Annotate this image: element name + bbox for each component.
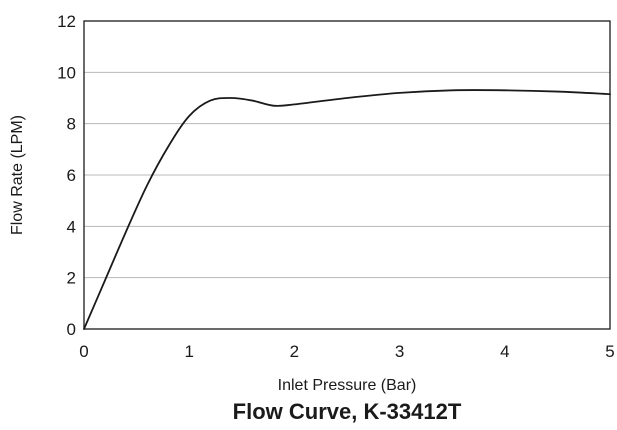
x-tick-label: 5 bbox=[605, 342, 614, 361]
y-axis-label: Flow Rate (LPM) bbox=[9, 115, 26, 235]
y-tick-label: 12 bbox=[57, 12, 76, 31]
series-layer bbox=[83, 89, 611, 330]
x-tick-label: 1 bbox=[184, 342, 193, 361]
plot-frame bbox=[83, 20, 611, 330]
y-tick-label: 2 bbox=[67, 269, 76, 288]
x-tick-label: 2 bbox=[290, 342, 299, 361]
y-tick-label: 4 bbox=[67, 217, 76, 236]
x-tick-label: 0 bbox=[79, 342, 88, 361]
x-tick-label: 3 bbox=[395, 342, 404, 361]
y-tick-label: 10 bbox=[57, 63, 76, 82]
y-tick-label: 0 bbox=[67, 320, 76, 339]
chart-title: Flow Curve, K-33412T bbox=[233, 399, 462, 424]
grid-lines bbox=[84, 71, 610, 279]
y-tick-label: 8 bbox=[67, 115, 76, 134]
x-axis-label: Inlet Pressure (Bar) bbox=[278, 377, 417, 394]
y-tick-label: 6 bbox=[67, 166, 76, 185]
flow-rate-series-line bbox=[83, 89, 611, 330]
x-tick-label: 4 bbox=[500, 342, 509, 361]
